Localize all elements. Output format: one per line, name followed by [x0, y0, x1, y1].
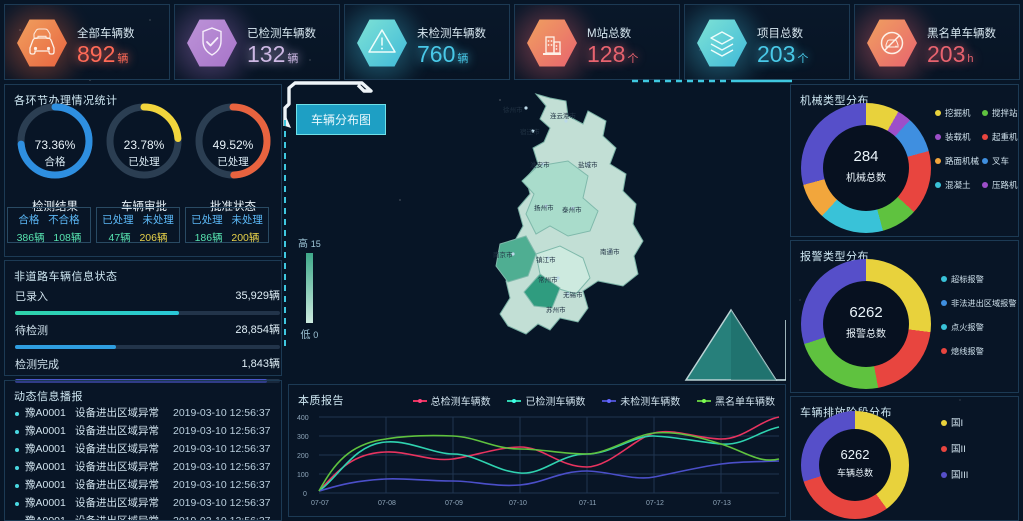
- svg-text:南京市: 南京市: [493, 250, 513, 259]
- svg-text:徐州市: 徐州市: [503, 105, 523, 114]
- svg-text:07-12: 07-12: [646, 500, 664, 507]
- svg-text:07-09: 07-09: [445, 500, 463, 507]
- svg-text:07-07: 07-07: [311, 500, 329, 507]
- svg-text:07-08: 07-08: [378, 500, 396, 507]
- svg-text:南通市: 南通市: [600, 247, 620, 256]
- svg-text:宿迁市: 宿迁市: [520, 127, 540, 136]
- svg-text:0: 0: [303, 491, 307, 498]
- svg-text:盐城市: 盐城市: [578, 160, 598, 169]
- svg-text:镇江市: 镇江市: [536, 255, 556, 264]
- svg-text:泰州市: 泰州市: [562, 205, 582, 214]
- svg-text:无锡市: 无锡市: [563, 290, 583, 299]
- svg-text:400: 400: [297, 415, 309, 422]
- svg-text:200: 200: [297, 453, 309, 460]
- svg-text:常州市: 常州市: [538, 275, 558, 284]
- svg-text:07-13: 07-13: [713, 500, 731, 507]
- svg-text:07-10: 07-10: [509, 500, 527, 507]
- svg-text:淮安市: 淮安市: [530, 160, 550, 169]
- svg-text:连云港市: 连云港市: [550, 111, 577, 120]
- svg-text:苏州市: 苏州市: [546, 305, 566, 314]
- svg-text:扬州市: 扬州市: [534, 203, 554, 212]
- svg-text:07-11: 07-11: [579, 500, 596, 507]
- svg-text:300: 300: [297, 434, 309, 441]
- svg-text:100: 100: [297, 472, 309, 479]
